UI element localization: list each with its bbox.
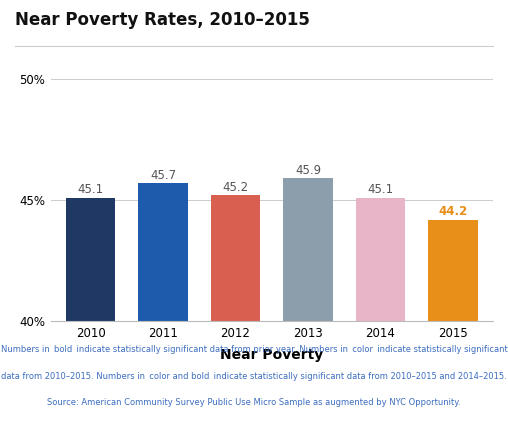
Text: 45.7: 45.7 — [150, 169, 176, 182]
Bar — [211, 195, 260, 321]
Bar — [428, 220, 478, 321]
X-axis label: Near Poverty: Near Poverty — [220, 348, 324, 362]
Text: 44.2: 44.2 — [438, 205, 467, 218]
Text: data from 2010–2015. Numbers in  color and bold  indicate statistically signific: data from 2010–2015. Numbers in color an… — [1, 372, 507, 381]
Bar — [356, 198, 405, 321]
Text: Numbers in  bold  indicate statistically significant data from prior year. Numbe: Numbers in bold indicate statistically s… — [1, 345, 507, 354]
Bar — [283, 179, 333, 321]
Text: Near Poverty Rates, 2010–2015: Near Poverty Rates, 2010–2015 — [15, 11, 310, 29]
Text: 45.1: 45.1 — [78, 183, 104, 196]
Text: 45.9: 45.9 — [295, 164, 321, 177]
Bar — [139, 183, 188, 321]
Text: 45.1: 45.1 — [367, 183, 394, 196]
Text: Source: American Community Survey Public Use Micro Sample as augmented by NYC Op: Source: American Community Survey Public… — [47, 398, 461, 407]
Text: 45.2: 45.2 — [223, 181, 248, 194]
Bar — [66, 198, 115, 321]
